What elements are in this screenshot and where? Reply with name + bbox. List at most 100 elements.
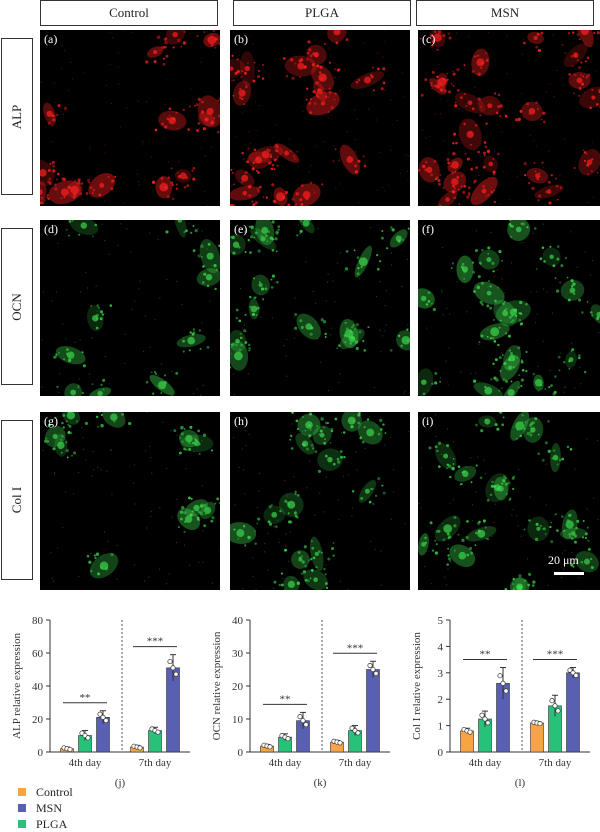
y-tick-label: 4 (438, 641, 444, 653)
y-tick-label: 40 (232, 615, 244, 627)
row-label-col-i: Col I (1, 420, 33, 580)
chart-ocn: 0 10 20 30 40 OCN relative expression ** 4th da… (200, 600, 400, 770)
data-point (550, 699, 554, 703)
data-point (301, 718, 305, 722)
x-tick-label: 4th day (69, 757, 102, 769)
fluorescence-image (230, 220, 410, 396)
data-point (468, 730, 472, 734)
fluorescence-image (230, 30, 410, 206)
data-point (371, 667, 375, 671)
y-axis-label: Col I relative expression (411, 632, 423, 740)
significance-label: *** (547, 649, 564, 661)
y-tick-label: 20 (232, 681, 244, 693)
panel-label: (b) (234, 32, 248, 47)
panel-label: (g) (44, 414, 58, 429)
panel-label: (i) (422, 414, 433, 429)
microscopy-panel: (c) (418, 30, 600, 206)
data-point (501, 681, 505, 685)
column-header-control: Control (40, 0, 218, 26)
data-point (138, 746, 142, 750)
data-point (171, 666, 175, 670)
x-tick-label: 4th day (269, 757, 302, 769)
y-tick-label: 60 (32, 648, 44, 660)
microscopy-panel: (h) (230, 412, 410, 590)
scale-bar-label: 20 μm (548, 553, 579, 568)
significance-label: *** (147, 636, 164, 648)
bar-control (531, 723, 544, 752)
panel-label: (k) (314, 777, 327, 789)
fluorescence-image (418, 30, 600, 206)
panel-label: (l) (515, 777, 526, 789)
row-label-alp: ALP (1, 38, 33, 195)
column-header-msn: MSN (416, 0, 594, 26)
legend-swatch (18, 788, 26, 796)
data-point (504, 689, 508, 693)
data-point (168, 659, 172, 663)
x-tick-label: 7th day (539, 757, 572, 769)
y-tick-label: 3 (438, 668, 444, 680)
y-tick-label: 0 (238, 747, 244, 759)
significance-label: ** (480, 649, 491, 661)
data-point (538, 721, 542, 725)
data-point (156, 730, 160, 734)
panel-label: (e) (234, 222, 247, 237)
data-point (268, 745, 272, 749)
legend-swatch (18, 804, 26, 812)
data-point (574, 673, 578, 677)
fluorescence-image (230, 412, 410, 590)
microscopy-panel: (g) (40, 412, 220, 590)
data-point (86, 736, 90, 740)
x-tick-label: 7th day (139, 757, 172, 769)
legend-swatch (18, 820, 26, 828)
panel-label: (j) (115, 777, 126, 789)
legend-item-plga: PLGA (18, 816, 73, 832)
fluorescence-image (40, 412, 220, 590)
significance-label: ** (280, 693, 291, 705)
microscopy-panel: (b) (230, 30, 410, 206)
y-tick-label: 5 (438, 615, 444, 627)
data-point (368, 663, 372, 667)
chart-legend: Control MSN PLGA (18, 784, 73, 832)
fluorescence-image (40, 220, 220, 396)
panel-label: (f) (422, 222, 434, 237)
y-tick-label: 0 (438, 747, 444, 759)
row-label-ocn: OCN (1, 228, 33, 385)
microscopy-panel: (a) (40, 30, 220, 206)
panel-label: (h) (234, 414, 248, 429)
panel-label: (a) (44, 32, 57, 47)
data-point (338, 741, 342, 745)
data-point (483, 717, 487, 721)
data-point (104, 718, 108, 722)
significance-label: *** (347, 642, 364, 654)
scale-bar (554, 572, 584, 575)
data-point (486, 721, 490, 725)
bar-msn (567, 673, 580, 752)
data-point (356, 731, 360, 735)
data-point (286, 737, 290, 741)
y-tick-label: 20 (32, 714, 44, 726)
legend-item-control: Control (18, 784, 73, 800)
fluorescence-image (40, 30, 220, 206)
data-point (480, 713, 484, 717)
panel-label: (d) (44, 222, 58, 237)
y-tick-label: 1 (438, 721, 444, 733)
data-point (553, 704, 557, 708)
microscopy-panel: (d) (40, 220, 220, 396)
y-tick-label: 0 (38, 747, 44, 759)
data-point (556, 709, 560, 713)
x-tick-label: 4th day (469, 757, 502, 769)
y-tick-label: 2 (438, 694, 444, 706)
data-point (498, 674, 502, 678)
y-tick-label: 30 (232, 648, 244, 660)
y-axis-label: OCN relative expression (211, 631, 223, 740)
fluorescence-image (418, 220, 600, 396)
data-point (174, 672, 178, 676)
y-tick-label: 80 (32, 615, 44, 627)
legend-item-msn: MSN (18, 800, 73, 816)
data-point (304, 722, 308, 726)
data-point (298, 714, 302, 718)
microscopy-panel: (e) (230, 220, 410, 396)
x-tick-label: 7th day (339, 757, 372, 769)
y-tick-label: 10 (232, 714, 244, 726)
